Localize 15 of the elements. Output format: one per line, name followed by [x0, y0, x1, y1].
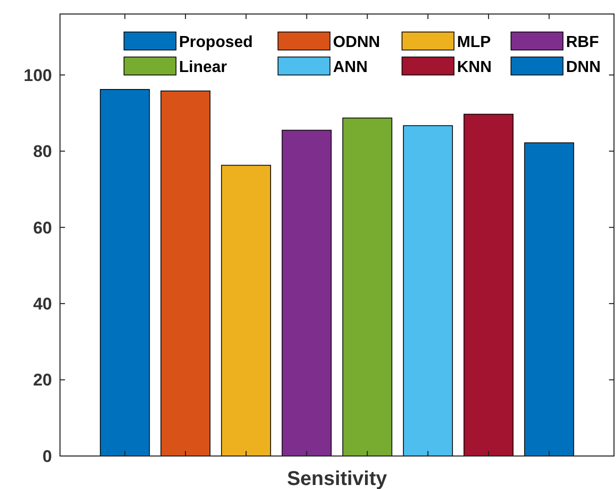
legend-label: Linear [179, 59, 228, 76]
legend-label: ODNN [333, 34, 380, 51]
legend-label: ANN [333, 59, 368, 76]
legend-label: MLP [457, 34, 492, 51]
x-axis-title: Sensitivity [286, 468, 388, 489]
y-tick-label: 20 [33, 370, 52, 390]
legend-label: KNN [457, 59, 492, 76]
y-tick-label: 0 [42, 446, 52, 466]
y-tick-label: 100 [24, 66, 52, 85]
legend-label: Proposed [179, 34, 253, 51]
y-tick-label: 40 [33, 294, 52, 314]
legend-label: RBF [566, 34, 600, 51]
y-tick-label: 80 [33, 142, 52, 162]
legend-label: DNN [566, 59, 601, 76]
y-tick-label: 60 [33, 218, 52, 238]
